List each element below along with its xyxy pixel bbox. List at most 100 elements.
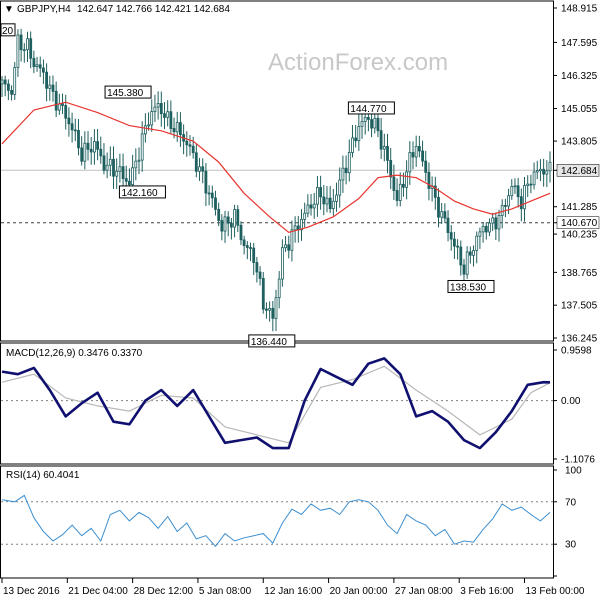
candle-body [300, 218, 303, 231]
axis-labels-group: 148.915 147.595 146.325 145.055 143.805 142.6… [1, 4, 600, 597]
candle-body [542, 168, 545, 175]
ohlc-values: 142.647 142.766 142.421 142.684 [77, 4, 230, 15]
macd-axis-label: 0.00 [561, 396, 581, 407]
candle-body [226, 216, 230, 224]
candle-body [134, 160, 138, 169]
candle-body [507, 195, 511, 207]
candle-body [475, 235, 479, 251]
candle-body [77, 129, 80, 149]
candle-body [137, 159, 141, 162]
candle-body [287, 244, 291, 251]
candle-body [131, 167, 135, 186]
candle-body [284, 244, 288, 249]
candle-body [271, 307, 275, 319]
candle-body [526, 183, 530, 186]
x-axis-label: 12 Jan 16:00 [264, 586, 322, 597]
candle-body [398, 183, 402, 201]
candle-body [354, 137, 358, 142]
candle-body [70, 123, 74, 131]
candle-body [153, 106, 157, 112]
price-axis-label: 147.595 [561, 38, 598, 49]
macd-title: MACD(12,26,9) 0.3476 0.3370 [6, 348, 143, 359]
candle-body [191, 145, 195, 154]
candle-body [188, 144, 192, 147]
candle-body [414, 146, 418, 158]
price-axis-label: 140.670 [561, 218, 598, 229]
candle-body [245, 245, 249, 248]
candle-body [516, 185, 520, 198]
candle-body [61, 103, 64, 106]
candle-body [335, 194, 338, 202]
candle-body [497, 215, 501, 230]
macd-panel [0, 342, 554, 465]
candle-body [48, 84, 52, 89]
rsi-axis-label: 30 [565, 540, 577, 551]
candle-body [42, 67, 45, 73]
candle-body [411, 152, 415, 158]
candle-body [57, 103, 61, 111]
candle-body [207, 192, 211, 195]
candle-body [93, 141, 96, 153]
price-annotation: 142.160 [121, 188, 158, 199]
rsi-title: RSI(14) 60.4041 [6, 470, 80, 481]
candle-body [472, 250, 475, 256]
candle-body [96, 141, 99, 150]
candle-body [274, 297, 278, 319]
candle-body [386, 145, 389, 161]
candle-body [395, 190, 399, 201]
candle-body [503, 204, 507, 207]
candle-body [121, 166, 125, 179]
candle-body [376, 117, 380, 132]
candle-body [443, 211, 447, 219]
candle-body [67, 117, 71, 125]
x-axis-label: 5 Jan 08:00 [199, 586, 252, 597]
dropdown-triangle-icon[interactable]: ▼ [4, 4, 14, 15]
candle-body [535, 170, 539, 173]
candle-body [539, 168, 542, 172]
x-axis-label: 13 Feb 00:00 [526, 586, 585, 597]
candle-body [268, 307, 272, 311]
candle-body [140, 133, 144, 161]
candle-body [252, 247, 256, 263]
watermark: ActionForex.com [268, 49, 448, 76]
macd-signal-line [1, 365, 551, 444]
price-axis-label: 141.285 [561, 202, 598, 213]
candle-body [529, 183, 533, 186]
candle-body [449, 232, 453, 240]
macd-line [1, 357, 551, 450]
price-axis-label: 145.055 [561, 104, 598, 115]
candle-body [143, 125, 147, 135]
candle-body [99, 148, 103, 157]
candle-body [220, 220, 224, 232]
candle-body [312, 203, 316, 209]
price-annotation-box [248, 334, 296, 348]
candle-body [319, 187, 323, 198]
price-axis-label: 136.245 [561, 334, 598, 345]
candle-body [127, 180, 131, 186]
candle-body [22, 49, 26, 52]
candle-body [229, 222, 233, 228]
candle-body [118, 166, 122, 172]
candle-body [293, 225, 297, 231]
candle-body [201, 166, 205, 172]
candle-body [150, 111, 154, 126]
x-axis-label: 28 Dec 12:00 [134, 586, 194, 597]
price-axis-label: 137.505 [561, 301, 598, 312]
candle-body [347, 151, 351, 174]
candle-body [277, 278, 281, 299]
candle-body [446, 217, 450, 234]
rsi-line [1, 494, 551, 548]
candle-body [344, 167, 348, 174]
candle-body [510, 185, 514, 197]
candle-body [185, 140, 189, 146]
candle-body [548, 161, 552, 172]
candle-body [366, 117, 370, 120]
candle-body [264, 308, 268, 311]
candle-body [545, 170, 549, 175]
candle-body [102, 155, 106, 171]
price-axis-label: 143.805 [561, 137, 598, 148]
candle-body [421, 150, 425, 162]
candle-body [351, 137, 354, 153]
moving-average-line [1, 101, 551, 234]
candle-body [370, 119, 374, 129]
